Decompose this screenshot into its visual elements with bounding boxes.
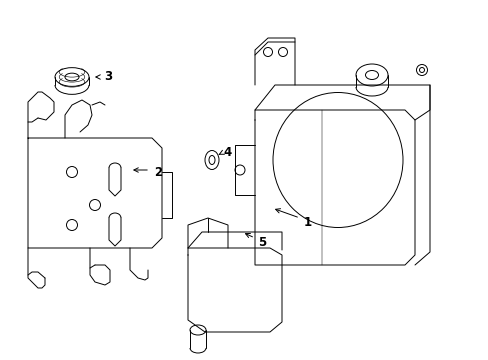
Text: 2: 2: [154, 166, 162, 179]
Text: 4: 4: [224, 145, 232, 158]
Text: 3: 3: [104, 71, 112, 84]
Text: 1: 1: [304, 216, 311, 229]
Text: 5: 5: [257, 235, 265, 248]
